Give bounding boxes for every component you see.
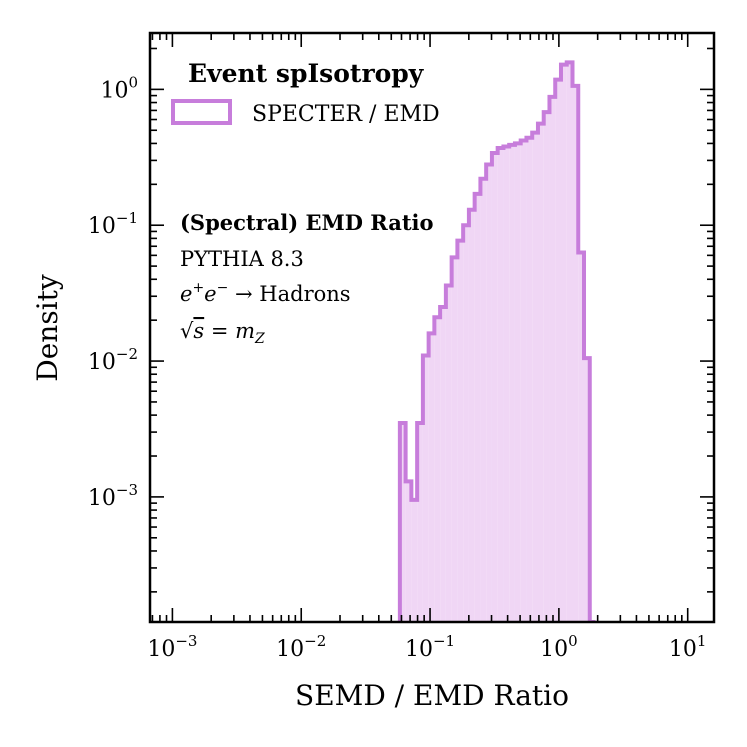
histogram-bar	[417, 423, 423, 622]
histogram-bar	[572, 85, 579, 622]
histogram-bar	[422, 355, 429, 622]
histogram-bar	[445, 285, 452, 622]
x-tick-label: 10−3	[147, 632, 197, 662]
y-tick-label: 10−2	[88, 345, 138, 375]
histogram-bar	[411, 499, 418, 622]
histogram-bar	[491, 153, 498, 622]
x-tick-label: 100	[540, 632, 578, 662]
legend-label: SPECTER / EMD	[252, 102, 440, 127]
plot-frame	[148, 31, 716, 624]
histogram-bar	[457, 240, 464, 622]
histogram-bar	[474, 193, 481, 622]
histogram-bar	[428, 333, 435, 622]
histogram-outline-series-0	[397, 60, 596, 622]
legend: Event spIsotropy SPECTER / EMD	[171, 59, 440, 127]
annotation-process: e+e− → Hadrons	[180, 280, 351, 306]
histogram-bar	[503, 146, 510, 622]
histogram-bar	[543, 112, 550, 622]
histogram-bar	[520, 140, 527, 622]
legend-title: Event spIsotropy	[188, 59, 425, 88]
histogram-bar	[566, 62, 573, 622]
histogram-bar	[405, 481, 412, 622]
histogram-bar	[451, 257, 458, 622]
histogram-bar	[509, 144, 515, 622]
y-tick-label: 10−3	[88, 481, 138, 511]
histogram-bar	[434, 317, 441, 622]
annotation-energy: √s = mZ	[180, 319, 265, 347]
histogram-bar	[532, 132, 538, 622]
histogram-bar	[440, 307, 446, 622]
x-axis-title: SEMD / EMD Ratio	[295, 679, 569, 712]
histogram-bar	[555, 79, 561, 622]
annotation-block: (Spectral) EMD Ratio PYTHIA 8.3 e+e− → H…	[180, 210, 434, 347]
y-axis-title: Density	[31, 274, 64, 382]
x-tick-label: 10−1	[405, 632, 455, 662]
histogram-bar	[560, 64, 567, 622]
histogram-bar	[584, 358, 590, 622]
histogram-bar	[463, 225, 469, 622]
histogram-bar	[537, 123, 544, 622]
histogram-bar	[549, 96, 556, 622]
legend-swatch	[171, 99, 232, 125]
histogram-bar	[480, 178, 487, 622]
annotation-title: (Spectral) EMD Ratio	[180, 210, 434, 235]
histogram-bar	[578, 252, 585, 622]
plot-area	[397, 60, 596, 622]
histogram-bar	[468, 209, 475, 622]
x-tick-label: 101	[669, 632, 707, 662]
axis-ticks: 10−3 10−2 10−1 100 101 10−3 10−2 10−1 100	[88, 33, 714, 662]
histogram-bar	[486, 164, 492, 622]
x-tick-label: 10−2	[276, 632, 326, 662]
histogram-bar	[514, 143, 521, 622]
histogram-bar	[526, 137, 533, 622]
y-tick-label: 10−1	[88, 209, 138, 239]
annotation-generator: PYTHIA 8.3	[180, 247, 304, 271]
histogram-bar	[399, 423, 406, 622]
histogram-bar	[497, 148, 504, 622]
y-tick-label: 100	[100, 73, 138, 103]
